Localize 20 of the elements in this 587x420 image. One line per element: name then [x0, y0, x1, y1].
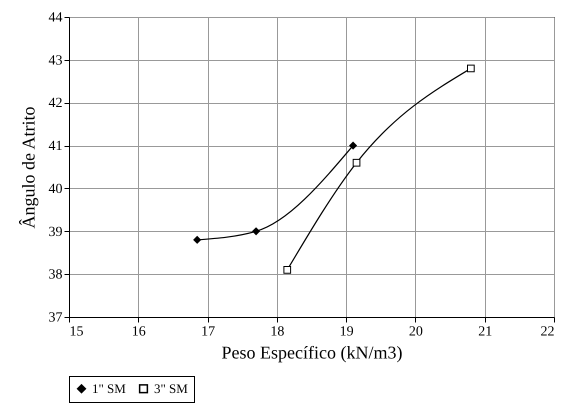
y-tick-label: 43	[48, 53, 62, 68]
x-tick-label: 20	[408, 324, 423, 340]
y-tick-label: 40	[48, 182, 62, 197]
y-tick-label: 38	[48, 268, 62, 283]
x-tick-label: 18	[270, 324, 284, 340]
x-tick-label: 15	[70, 324, 84, 340]
legend-label: 3" SM	[154, 380, 188, 396]
x-tick-label: 21	[478, 324, 492, 340]
y-tick-label: 41	[48, 139, 62, 154]
x-tick-label: 19	[340, 324, 354, 340]
x-tick-label: 17	[201, 324, 216, 340]
y-axis-title: Ângulo de Atrito	[18, 106, 38, 228]
x-axis-title: Peso Específico (kN/m3)	[222, 342, 402, 362]
y-tick-label: 37	[48, 310, 62, 326]
x-tick-label: 16	[132, 324, 146, 340]
legend-label: 1" SM	[92, 380, 126, 396]
x-tick-label: 22	[540, 324, 554, 340]
y-tick-label: 39	[48, 224, 62, 240]
y-tick-label: 44	[48, 10, 62, 26]
y-tick-label: 42	[48, 96, 62, 112]
